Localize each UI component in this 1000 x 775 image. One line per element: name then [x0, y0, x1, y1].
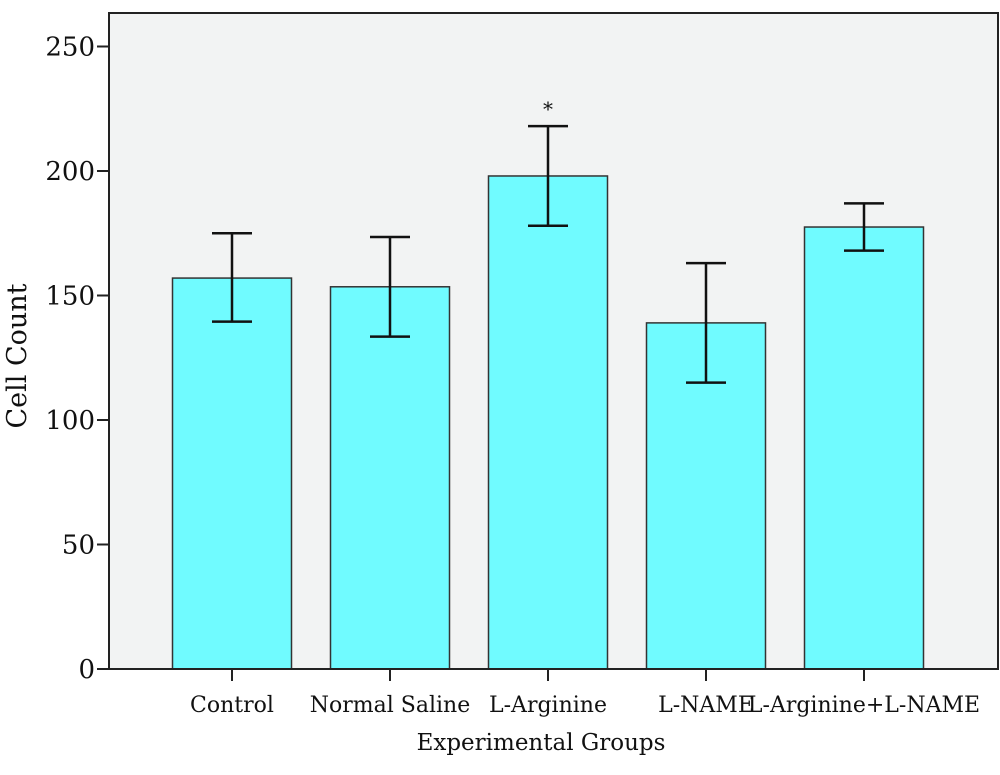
y-axis: 0 50 100 150 200 250	[45, 33, 109, 685]
x-tick-label: L-Arginine+L-NAME	[748, 693, 980, 718]
y-tick-label: 0	[78, 655, 95, 685]
y-tick-label: 50	[62, 531, 95, 561]
x-tick-label: Normal Saline	[310, 693, 470, 718]
x-axis-label: Experimental Groups	[417, 730, 666, 756]
y-axis-label: Cell Count	[2, 283, 33, 428]
y-tick-label: 150	[45, 282, 95, 312]
bars: *	[171, 97, 925, 670]
significance-marker: *	[543, 97, 553, 121]
x-tick-label: L-NAME	[658, 693, 754, 718]
x-tick-label: L-Arginine	[489, 693, 607, 718]
y-tick-label: 100	[45, 406, 95, 436]
bar	[803, 226, 925, 670]
bar	[487, 175, 609, 670]
x-axis: Control Normal Saline L-Arginine L-NAMEL-Ar…	[109, 668, 998, 718]
bar	[329, 286, 451, 670]
x-tick-label: Control	[190, 693, 274, 718]
y-tick-label: 200	[45, 157, 95, 187]
y-tick-label: 250	[45, 33, 95, 63]
bar	[171, 277, 293, 670]
